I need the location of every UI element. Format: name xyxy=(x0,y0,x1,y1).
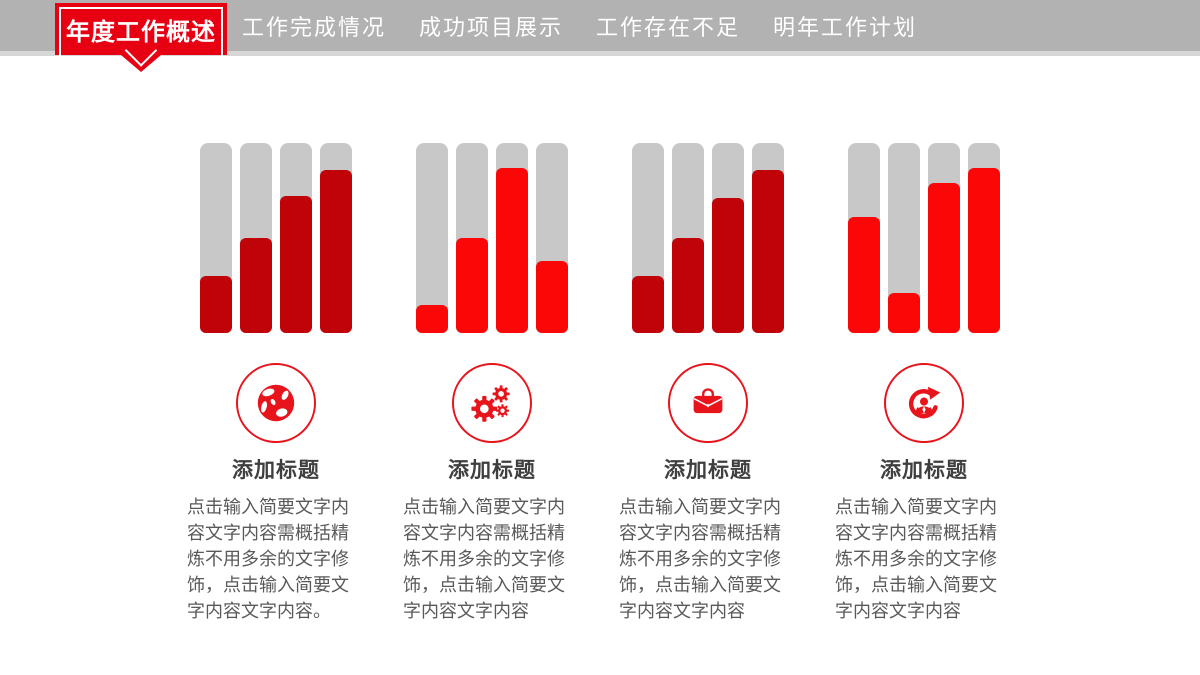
bar-fill xyxy=(928,182,960,333)
bar-track xyxy=(240,143,272,333)
bar-fill xyxy=(632,276,664,333)
menu-item-next-year-plan[interactable]: 明年工作计划 xyxy=(773,14,918,40)
column-title: 添加标题 xyxy=(880,459,968,482)
bar-fill xyxy=(888,293,920,333)
active-tab-label: 年度工作概述 xyxy=(66,18,216,46)
column-body-text: 点击输入简要文字内容文字内容需概括精炼不用多余的文字修饰，点击输入简要文字内容文… xyxy=(403,497,565,621)
column-title: 添加标题 xyxy=(448,459,536,482)
bar-fill xyxy=(752,169,784,333)
bar-track xyxy=(928,143,960,333)
bar-fill xyxy=(456,238,488,333)
bar-fill xyxy=(240,238,272,333)
column-body-text: 点击输入简要文字内容文字内容需概括精炼不用多余的文字修饰，点击输入简要文字内容文… xyxy=(835,497,997,621)
column-4: 添加标题 点击输入简要文字内容文字内容需概括精炼不用多余的文字修饰，点击输入简要… xyxy=(816,143,1032,624)
person-refresh-icon xyxy=(908,386,941,419)
bar-fill xyxy=(712,198,744,333)
globe-icon xyxy=(257,384,295,422)
bar-track xyxy=(536,143,568,333)
briefcase-icon xyxy=(693,388,723,414)
bar-chart-3 xyxy=(600,143,816,333)
gears-icon xyxy=(471,385,510,422)
bar-track xyxy=(888,143,920,333)
menu-item-shortcomings[interactable]: 工作存在不足 xyxy=(596,14,741,40)
icon-circle-1 xyxy=(236,363,316,443)
bar-fill xyxy=(536,260,568,333)
menu-item-project-showcase[interactable]: 成功项目展示 xyxy=(419,14,564,40)
bar-fill xyxy=(848,217,880,333)
bar-track xyxy=(712,143,744,333)
bar-track xyxy=(632,143,664,333)
bar-fill xyxy=(496,167,528,333)
bar-chart-2 xyxy=(384,143,600,333)
bar-fill xyxy=(672,238,704,333)
column-2: 添加标题 点击输入简要文字内容文字内容需概括精炼不用多余的文字修饰，点击输入简要… xyxy=(384,143,600,624)
bar-track xyxy=(200,143,232,333)
bar-fill xyxy=(416,304,448,333)
column-title: 添加标题 xyxy=(664,459,752,482)
bar-track xyxy=(496,143,528,333)
ribbon-tail xyxy=(121,55,161,72)
active-tab-ribbon[interactable]: 年度工作概述 xyxy=(55,3,227,72)
icon-circle-4 xyxy=(884,363,964,443)
bar-track xyxy=(672,143,704,333)
bar-track xyxy=(456,143,488,333)
bar-track xyxy=(968,143,1000,333)
header-bottom-strip xyxy=(0,51,1200,56)
bar-track xyxy=(752,143,784,333)
bar-fill xyxy=(200,276,232,333)
bar-chart-1 xyxy=(168,143,384,333)
column-1: 添加标题 点击输入简要文字内容文字内容需概括精炼不用多余的文字修饰，点击输入简要… xyxy=(168,143,384,624)
icon-circle-2 xyxy=(452,363,532,443)
bar-track xyxy=(848,143,880,333)
bar-track xyxy=(416,143,448,333)
column-body-text: 点击输入简要文字内容文字内容需概括精炼不用多余的文字修饰，点击输入简要文字内容文… xyxy=(187,497,349,621)
column-title: 添加标题 xyxy=(232,459,320,482)
bar-fill xyxy=(280,196,312,333)
column-body-text: 点击输入简要文字内容文字内容需概括精炼不用多余的文字修饰，点击输入简要文字内容文… xyxy=(619,497,781,621)
menu-item-work-completion[interactable]: 工作完成情况 xyxy=(242,14,387,40)
header-menu: 工作完成情况 成功项目展示 工作存在不足 明年工作计划 xyxy=(242,0,917,51)
bar-track xyxy=(320,143,352,333)
bar-track xyxy=(280,143,312,333)
icon-circle-3 xyxy=(668,363,748,443)
content-columns: 添加标题 点击输入简要文字内容文字内容需概括精炼不用多余的文字修饰，点击输入简要… xyxy=(168,143,1032,624)
bar-fill xyxy=(968,167,1000,333)
column-3: 添加标题 点击输入简要文字内容文字内容需概括精炼不用多余的文字修饰，点击输入简要… xyxy=(600,143,816,624)
bar-fill xyxy=(320,169,352,333)
bar-chart-4 xyxy=(816,143,1032,333)
